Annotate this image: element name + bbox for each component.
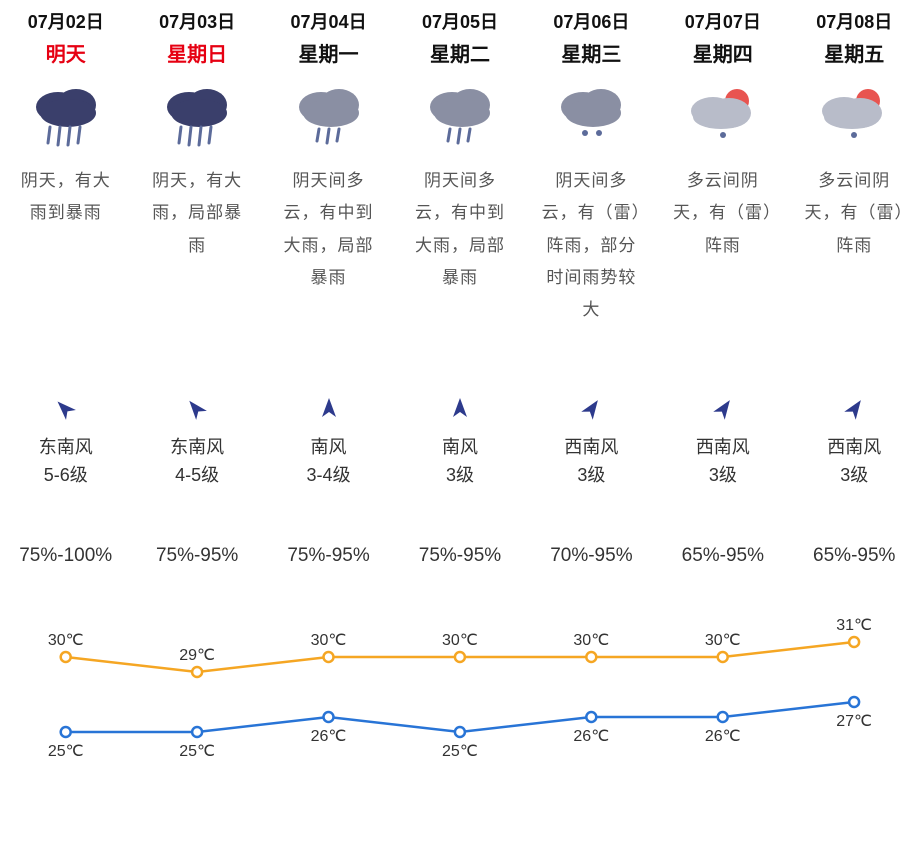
weather-description: 阴天间多云，有中到大雨，局部暴雨 (267, 165, 390, 395)
svg-text:31℃: 31℃ (836, 617, 872, 634)
wind-level: 4-5级 (175, 461, 219, 487)
weekday-label: 星期四 (693, 38, 753, 67)
wind-arrow-icon (314, 395, 344, 425)
wind-arrow-icon (708, 395, 738, 425)
humidity-value: 75%-100% (0, 545, 131, 567)
svg-text:30℃: 30℃ (573, 632, 609, 649)
wind-level: 3-4级 (307, 461, 351, 487)
weekday-label: 星期二 (430, 38, 490, 67)
humidity-value: 75%-95% (131, 545, 262, 567)
weather-icon (551, 83, 631, 153)
svg-text:25℃: 25℃ (48, 743, 84, 760)
day-column: 07月08日 星期五 多云间阴天，有（雷）阵雨 西南风 3级 (789, 0, 920, 495)
svg-text:25℃: 25℃ (442, 743, 478, 760)
wind-direction: 西南风 (827, 433, 881, 459)
date-label: 07月02日 (28, 8, 104, 34)
humidity-row: 75%-100%75%-95%75%-95%75%-95%70%-95%65%-… (0, 545, 920, 567)
weather-icon (683, 83, 763, 153)
weekday-label: 星期五 (824, 38, 884, 67)
wind-arrow-icon (576, 395, 606, 425)
svg-text:30℃: 30℃ (311, 632, 347, 649)
wind-direction: 东南风 (170, 433, 224, 459)
weather-description: 多云间阴天，有（雷）阵雨 (793, 165, 916, 395)
date-label: 07月06日 (553, 8, 629, 34)
date-label: 07月04日 (291, 8, 367, 34)
weekday-label: 明天 (46, 38, 86, 67)
wind-level: 3级 (446, 461, 474, 487)
svg-text:26℃: 26℃ (705, 728, 741, 745)
temperature-chart: 30℃ 29℃ 30℃ 30℃ 30℃ 30℃ 31℃ 25℃ 25℃ 26℃ 25℃ 26℃ 26℃ 2… (0, 597, 920, 777)
wind-arrow-icon (839, 395, 869, 425)
humidity-value: 65%-95% (789, 545, 920, 567)
weather-icon (420, 83, 500, 153)
weather-icon (814, 83, 894, 153)
day-column: 07月04日 星期一 阴天间多云，有中到大雨，局部暴雨 南风 3-4级 (263, 0, 394, 495)
wind-level: 3级 (577, 461, 605, 487)
svg-text:26℃: 26℃ (311, 728, 347, 745)
humidity-value: 65%-95% (657, 545, 788, 567)
weather-description: 阴天间多云，有中到大雨，局部暴雨 (398, 165, 521, 395)
weather-description: 多云间阴天，有（雷）阵雨 (661, 165, 784, 395)
wind-direction: 南风 (442, 433, 478, 459)
day-column: 07月03日 星期日 阴天，有大雨，局部暴雨 东南风 4-5级 (131, 0, 262, 495)
wind-arrow-icon (51, 395, 81, 425)
weekday-label: 星期三 (561, 38, 621, 67)
svg-text:29℃: 29℃ (179, 647, 215, 664)
weather-description: 阴天，有大雨到暴雨 (4, 165, 127, 395)
humidity-value: 75%-95% (394, 545, 525, 567)
weather-description: 阴天，有大雨，局部暴雨 (135, 165, 258, 395)
wind-direction: 西南风 (564, 433, 618, 459)
weather-icon (26, 83, 106, 153)
humidity-value: 75%-95% (263, 545, 394, 567)
day-column: 07月05日 星期二 阴天间多云，有中到大雨，局部暴雨 南风 3级 (394, 0, 525, 495)
wind-direction: 西南风 (696, 433, 750, 459)
weekday-label: 星期一 (299, 38, 359, 67)
date-label: 07月03日 (159, 8, 235, 34)
svg-text:30℃: 30℃ (442, 632, 478, 649)
day-column: 07月02日 明天 阴天，有大雨到暴雨 东南风 5-6级 (0, 0, 131, 495)
day-column: 07月06日 星期三 阴天间多云，有（雷）阵雨，部分时间雨势较大 西南风 3级 (526, 0, 657, 495)
humidity-value: 70%-95% (526, 545, 657, 567)
wind-level: 3级 (709, 461, 737, 487)
svg-text:27℃: 27℃ (836, 713, 872, 730)
weather-icon (289, 83, 369, 153)
wind-direction: 南风 (311, 433, 347, 459)
date-label: 07月08日 (816, 8, 892, 34)
svg-text:25℃: 25℃ (179, 743, 215, 760)
svg-text:30℃: 30℃ (48, 632, 84, 649)
wind-level: 3级 (840, 461, 868, 487)
weather-description: 阴天间多云，有（雷）阵雨，部分时间雨势较大 (530, 165, 653, 395)
weekday-label: 星期日 (167, 38, 227, 67)
day-column: 07月07日 星期四 多云间阴天，有（雷）阵雨 西南风 3级 (657, 0, 788, 495)
date-label: 07月07日 (685, 8, 761, 34)
wind-arrow-icon (182, 395, 212, 425)
wind-arrow-icon (445, 395, 475, 425)
wind-level: 5-6级 (44, 461, 88, 487)
wind-direction: 东南风 (39, 433, 93, 459)
svg-text:26℃: 26℃ (573, 728, 609, 745)
date-label: 07月05日 (422, 8, 498, 34)
svg-text:30℃: 30℃ (705, 632, 741, 649)
forecast-grid: 07月02日 明天 阴天，有大雨到暴雨 东南风 5-6级 07月03日 星期日 (0, 0, 920, 495)
weather-icon (157, 83, 237, 153)
